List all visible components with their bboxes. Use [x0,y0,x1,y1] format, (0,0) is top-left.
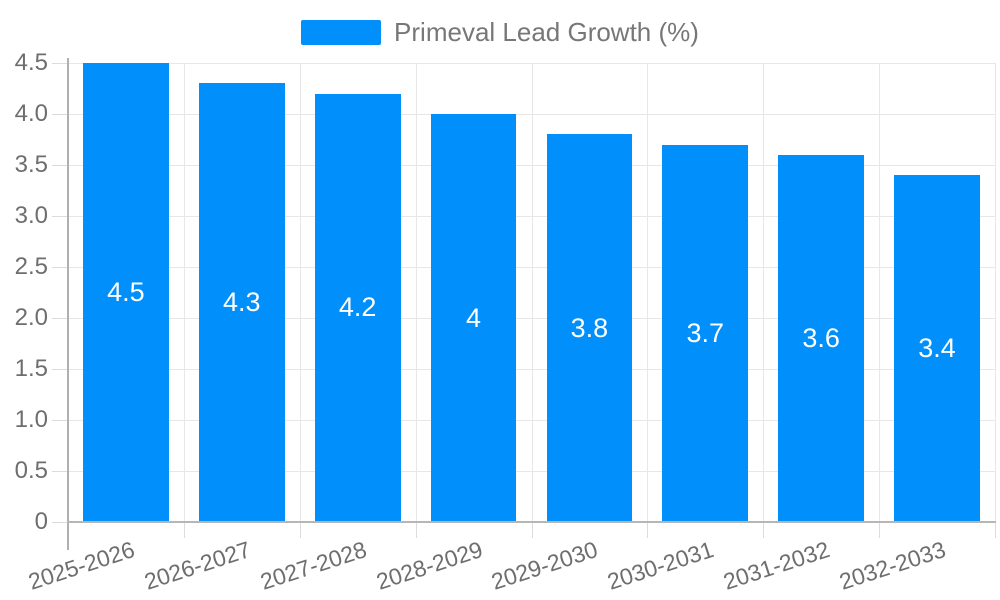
bar[interactable]: 3.4 [894,175,980,522]
x-axis-tick-label: 2032-2033 [836,536,949,595]
bar-value-label: 3.8 [570,312,609,343]
x-gridline [879,63,880,522]
x-gridline [763,63,764,522]
y-gridline [68,63,995,64]
x-tick-mark [647,523,648,538]
bar-value-label: 4 [466,302,482,333]
y-axis-tick-label: 3.5 [14,151,48,178]
x-gridline [184,63,185,522]
bar-value-label: 4.3 [223,287,261,318]
y-tick-mark [52,318,68,319]
bar[interactable]: 4.3 [198,83,285,522]
bar-value-label: 3.7 [686,317,725,348]
y-gridline [68,114,995,115]
y-tick-mark [52,267,68,268]
x-axis-tick-label: 2031-2032 [720,536,833,595]
y-axis-line [67,58,69,550]
y-gridline [68,420,995,421]
y-gridline [68,216,995,217]
x-axis-tick-label: 2028-2029 [372,536,486,595]
x-gridline [300,63,301,522]
legend-item[interactable]: Primeval Lead Growth (%) [301,17,699,48]
x-tick-mark [995,523,996,538]
x-gridline [647,63,648,522]
bar[interactable]: 4 [430,114,517,522]
x-axis-tick-label: 2026-2027 [140,536,254,595]
x-gridline [416,63,417,522]
y-tick-mark [52,165,68,166]
x-tick-mark [532,523,533,538]
y-axis-tick-label: 2.5 [14,253,48,280]
y-tick-mark [52,369,68,370]
x-tick-mark [300,523,301,538]
bar[interactable]: 3.7 [662,144,749,522]
y-axis-tick-label: 0.5 [14,457,48,484]
y-tick-mark [52,522,68,523]
y-axis-tick-label: 4.5 [14,49,48,76]
y-gridline [68,369,995,370]
y-axis-tick-label: 2.0 [14,304,48,331]
bar[interactable]: 3.6 [778,154,865,522]
bar-value-label: 3.6 [802,322,840,353]
y-axis-tick-label: 3.0 [14,202,48,229]
bar-value-label: 3.4 [918,333,956,364]
x-gridline [532,63,533,522]
x-tick-mark [184,523,185,538]
x-gridline [995,63,996,522]
x-axis-tick-label: 2029-2030 [488,536,602,595]
x-tick-mark [879,523,880,538]
bar-value-label: 4.5 [107,277,145,307]
y-tick-mark [52,114,68,115]
x-axis-line [67,521,996,523]
y-gridline [68,165,995,166]
y-tick-mark [52,216,68,217]
x-tick-mark [763,523,764,538]
y-axis-tick-label: 1.0 [14,406,48,433]
bar[interactable]: 4.5 [83,63,169,522]
y-gridline [68,318,995,319]
x-axis-tick-label: 2027-2028 [256,536,370,595]
x-axis-tick-label: 2030-2031 [604,536,718,595]
x-axis-tick-label: 2025-2026 [25,536,138,595]
y-tick-mark [52,63,68,64]
legend-swatch-icon [301,20,382,45]
y-tick-mark [52,420,68,421]
bar[interactable]: 3.8 [546,134,633,522]
y-axis-tick-label: 4.0 [14,100,48,127]
legend-series-label: Primeval Lead Growth (%) [394,17,699,47]
legend: Primeval Lead Growth (%) [0,17,1000,48]
y-gridline [68,267,995,268]
y-tick-mark [52,471,68,472]
y-gridline [68,471,995,472]
x-tick-mark [416,523,417,538]
y-axis-tick-label: 0 [34,508,48,535]
bar-value-label: 4.2 [338,292,377,323]
y-axis-tick-label: 1.5 [14,355,48,382]
bar[interactable]: 4.2 [314,93,401,522]
